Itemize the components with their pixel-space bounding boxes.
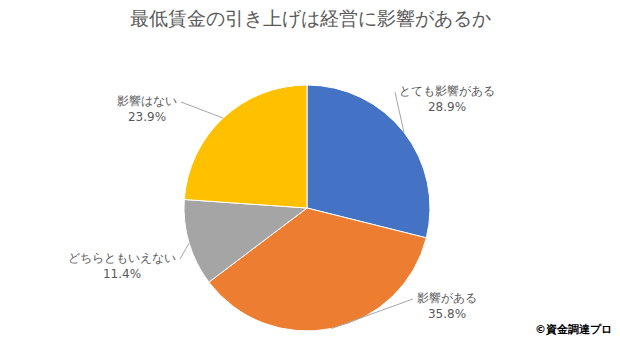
- svg-text:35.8%: 35.8%: [428, 307, 466, 321]
- svg-text:どちらともいえない: どちらともいえない: [68, 251, 176, 265]
- svg-text:28.9%: 28.9%: [428, 100, 466, 114]
- html-text:最低賃金の引き上げは経営に影響があるか: 最低賃金の引き上げは経営に影響があるか: [129, 7, 491, 29]
- svg-text:影響はない: 影響はない: [117, 94, 177, 108]
- svg-text:影響がある: 影響がある: [417, 291, 477, 305]
- svg-text:とても影響がある: とても影響がある: [399, 84, 495, 98]
- html-text:©資金調達プロ: ©資金調達プロ: [535, 323, 612, 336]
- svg-text:23.9%: 23.9%: [128, 110, 166, 124]
- svg-text:11.4%: 11.4%: [103, 267, 141, 281]
